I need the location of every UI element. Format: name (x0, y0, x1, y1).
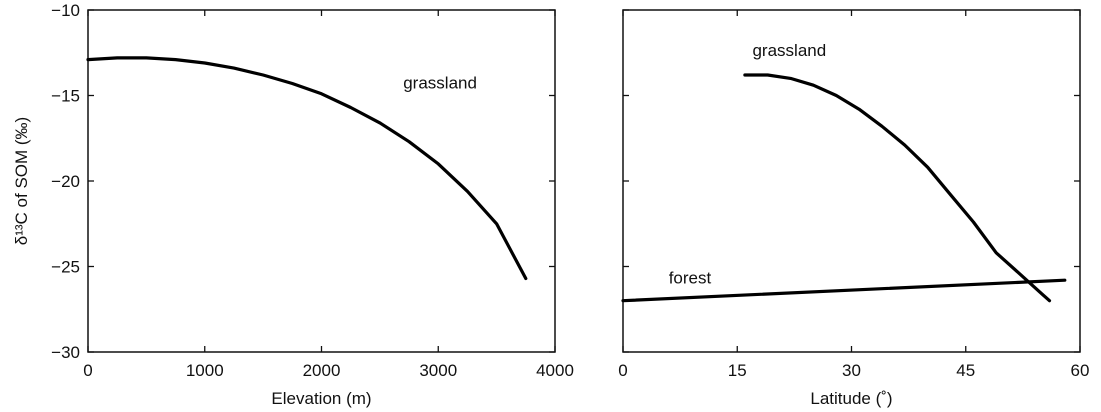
plot-frame (622, 9, 1081, 353)
series-lines (621, 73, 1067, 303)
x-tick-label: 4000 (536, 361, 574, 380)
annotations: grassland (403, 74, 477, 93)
x-tick-label: 2000 (303, 361, 341, 380)
annotations: grassland forest (669, 41, 827, 287)
x-tick-label: 60 (1071, 361, 1090, 380)
elevation-panel: 0 1000 2000 3000 4000 −10 −15 −20 −25 −30 grassla… (12, 1, 574, 408)
y-tick-label: −30 (51, 343, 80, 362)
x-tick-label: 1000 (186, 361, 224, 380)
y-tick-label: −10 (51, 1, 80, 20)
y-tick-label: −20 (51, 172, 80, 191)
tick-marks (622, 9, 1081, 353)
x-axis-label: Latitude (˚) (810, 389, 892, 408)
plot-frame (87, 9, 556, 353)
y-tick-label: −25 (51, 258, 80, 277)
annotation-grassland: grassland (752, 41, 826, 60)
tick-marks (87, 9, 556, 353)
grassland-line (743, 73, 1052, 303)
x-tick-label: 30 (842, 361, 861, 380)
grassland-line (86, 56, 528, 281)
latitude-panel: 0 15 30 45 60 grassland forest Latitude (˚) (618, 9, 1089, 408)
x-tick-label: 45 (956, 361, 975, 380)
x-tick-label: 0 (83, 361, 92, 380)
tick-labels: 0 15 30 45 60 (618, 361, 1089, 380)
y-axis-label: δ¹³C of SOM (‰) (12, 117, 31, 245)
x-tick-label: 15 (728, 361, 747, 380)
forest-line (621, 278, 1067, 303)
series-lines (86, 56, 528, 281)
x-axis-label: Elevation (m) (271, 389, 371, 408)
x-tick-label: 0 (618, 361, 627, 380)
annotation-forest: forest (669, 269, 712, 288)
annotation-grassland: grassland (403, 74, 477, 93)
y-tick-label: −15 (51, 87, 80, 106)
tick-labels: 0 1000 2000 3000 4000 −10 −15 −20 −25 −30 (51, 1, 574, 380)
x-tick-label: 3000 (419, 361, 457, 380)
